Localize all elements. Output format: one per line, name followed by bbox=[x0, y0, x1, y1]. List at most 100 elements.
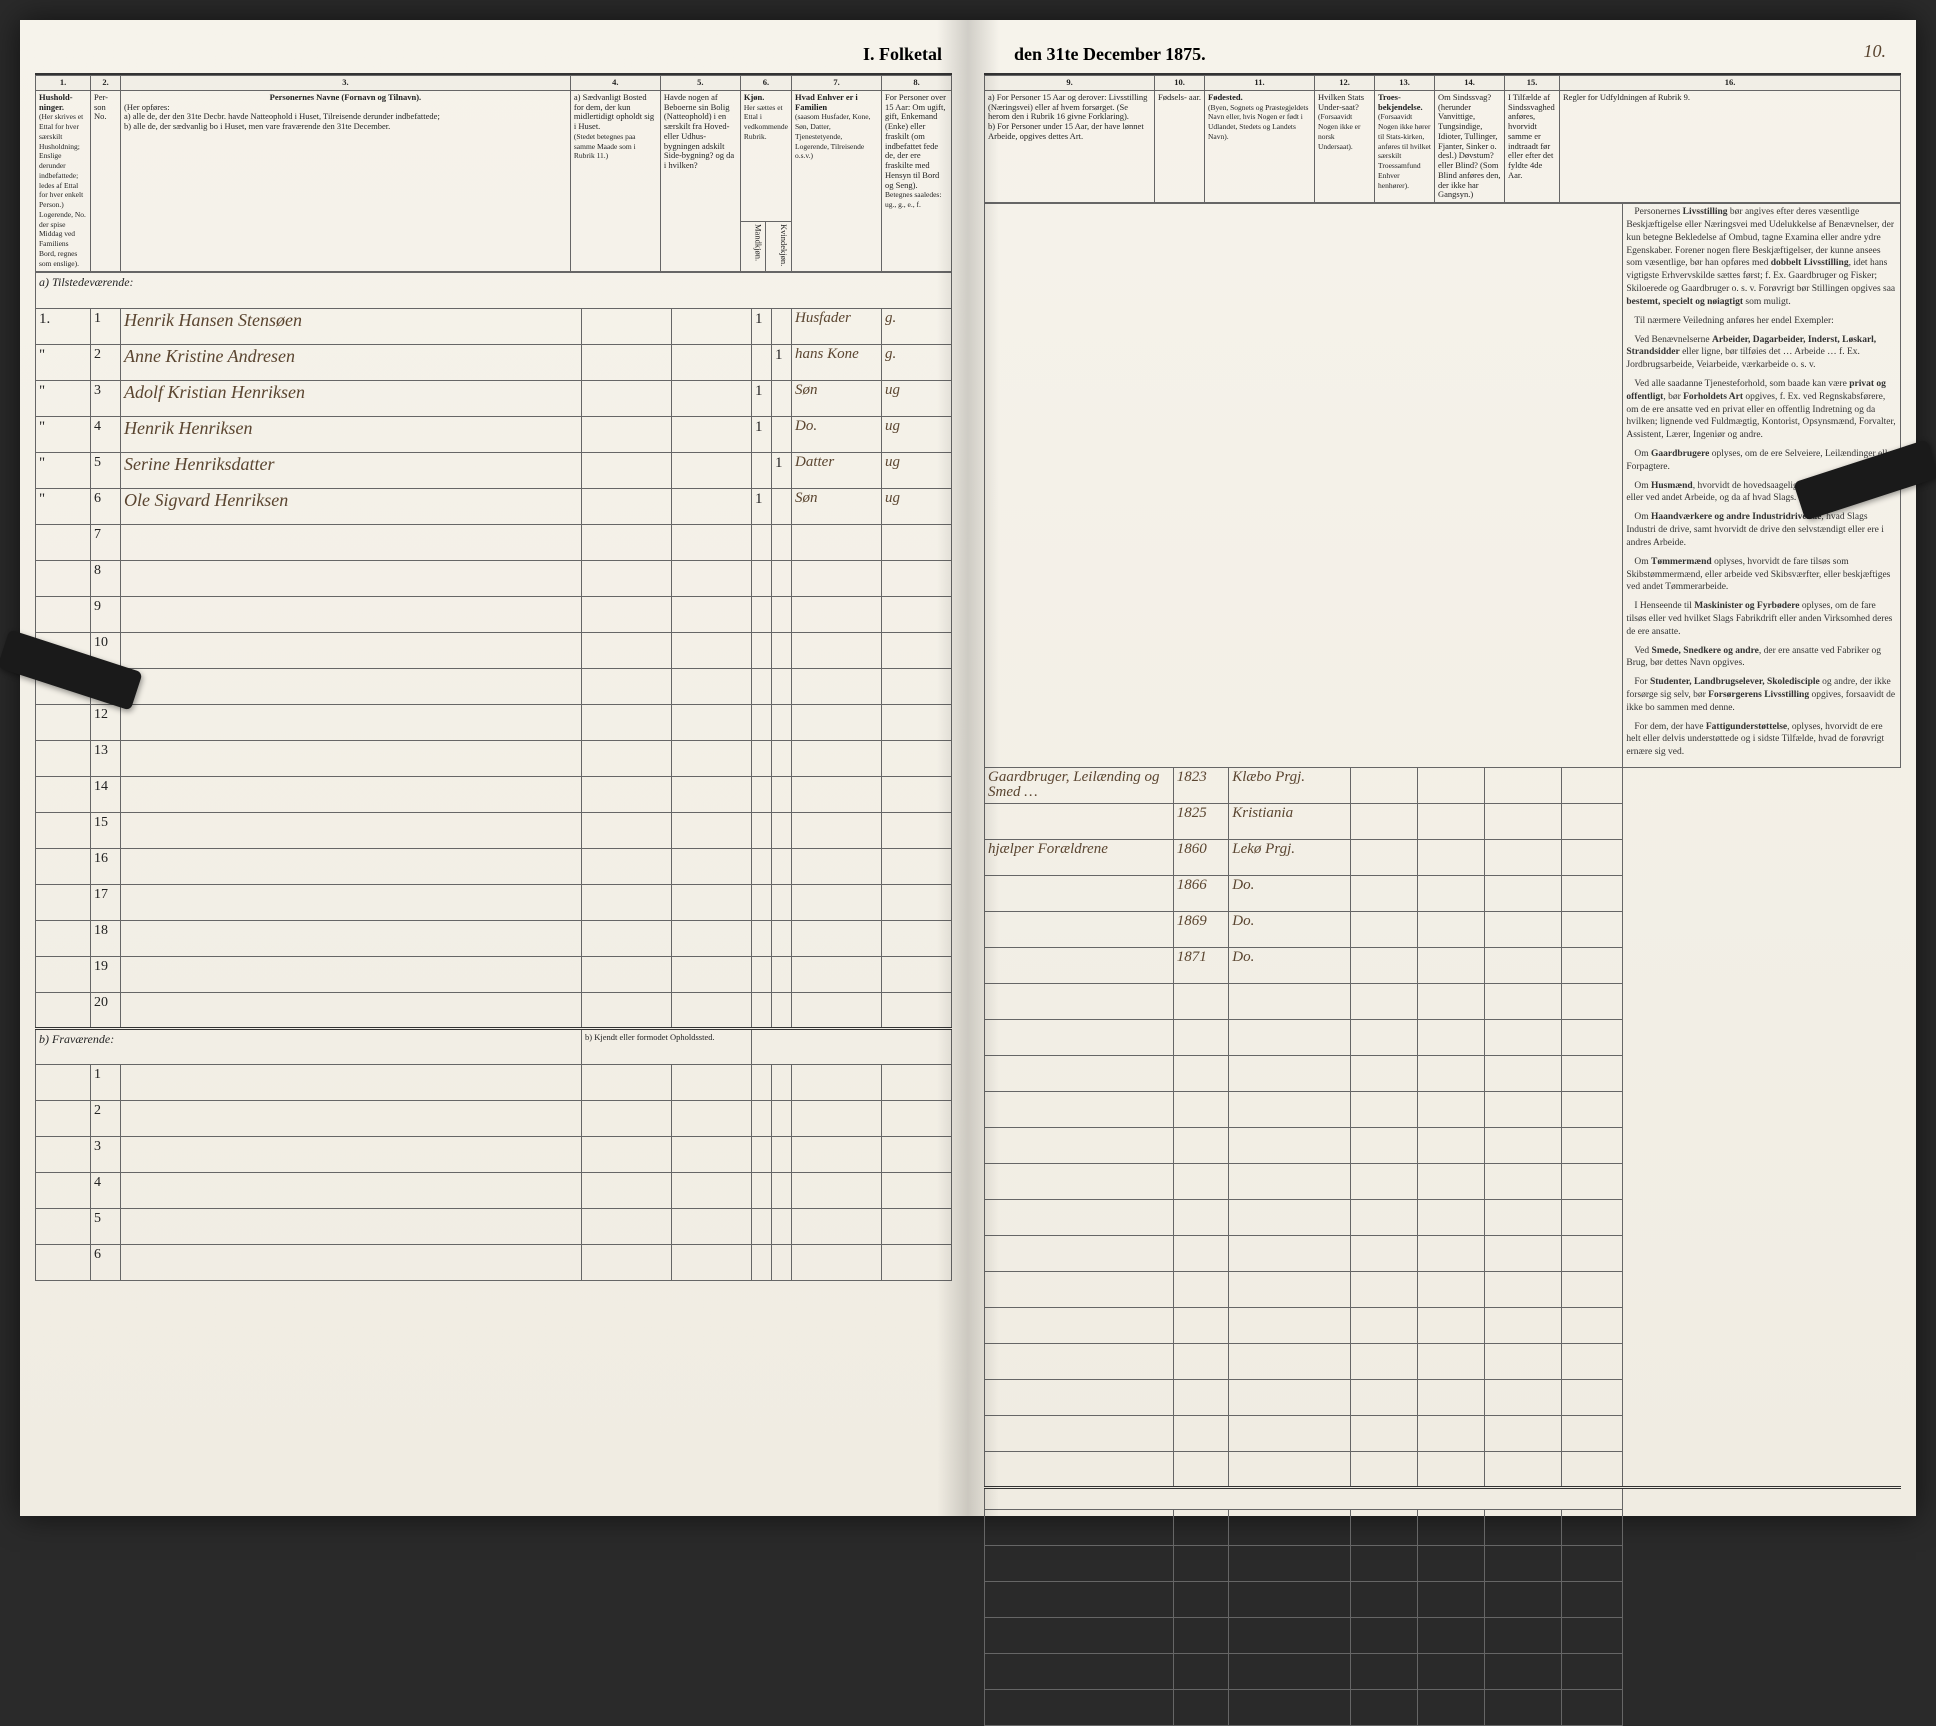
h6f: Kvindekjøn. bbox=[766, 221, 792, 271]
h4: a) Sædvanligt Bosted for dem, der kun mi… bbox=[570, 90, 660, 271]
h3: Personernes Navne (Fornavn og Tilnavn). … bbox=[121, 90, 571, 271]
title-right-text: den 31te December 1875. bbox=[1014, 44, 1206, 64]
col15-num: 15. bbox=[1505, 76, 1560, 91]
table-row: "2Anne Kristine Andresen1hans Koneg. bbox=[36, 344, 952, 380]
table-row: 1.1Henrik Hansen Stensøen1Husfaderg. bbox=[36, 308, 952, 344]
data-table-left: a) Tilstedeværende: 1.1Henrik Hansen Ste… bbox=[35, 272, 952, 1281]
table-row-blank: 18 bbox=[36, 920, 952, 956]
table-row-blank bbox=[985, 1416, 1901, 1452]
table-row-blank: 4 bbox=[36, 1172, 952, 1208]
h15: I Tilfælde af Sindssvaghed anføres, hvor… bbox=[1505, 90, 1560, 202]
table-row-blank: 9 bbox=[36, 596, 952, 632]
table-row-blank bbox=[985, 1582, 1901, 1618]
table-row-blank: 1 bbox=[36, 1064, 952, 1100]
table-row-blank: 2 bbox=[36, 1100, 952, 1136]
h14: Om Sindssvag? (herunder Vanvittige, Tung… bbox=[1435, 90, 1505, 202]
title-left: I. Folketal bbox=[35, 40, 952, 75]
table-row-blank: 3 bbox=[36, 1136, 952, 1172]
col2-num: 2. bbox=[91, 76, 121, 91]
table-row: hjælper Forældrene1860Lekø Prgj. bbox=[985, 840, 1901, 876]
data-table-right: Personernes Livsstilling bør angives eft… bbox=[984, 203, 1901, 1726]
col5-num: 5. bbox=[660, 76, 740, 91]
table-row-blank: 16 bbox=[36, 848, 952, 884]
table-row-blank: 13 bbox=[36, 740, 952, 776]
table-row-blank bbox=[985, 1056, 1901, 1092]
col13-num: 13. bbox=[1375, 76, 1435, 91]
h10: Fødsels- aar. bbox=[1155, 90, 1205, 202]
table-row: Gaardbruger, Leilænding og Smed …1823Klæ… bbox=[985, 768, 1901, 804]
census-ledger-spread: I. Folketal 1. 2. 3. 4. 5. 6. 7. 8. Hush… bbox=[20, 20, 1916, 1516]
table-row-blank bbox=[985, 1128, 1901, 1164]
table-row: "4Henrik Henriksen1Do.ug bbox=[36, 416, 952, 452]
col6-num: 6. bbox=[740, 76, 791, 91]
h9: a) For Personer 15 Aar og derover: Livss… bbox=[985, 90, 1155, 202]
table-row-blank bbox=[985, 1308, 1901, 1344]
h8: For Personer over 15 Aar: Om ugift, gift… bbox=[882, 90, 952, 271]
section-a-label: a) Tilstedeværende: bbox=[36, 272, 952, 308]
table-row: 1825Kristiania bbox=[985, 804, 1901, 840]
col14-num: 14. bbox=[1435, 76, 1505, 91]
table-row: 1866Do. bbox=[985, 876, 1901, 912]
section-b-col4: b) Kjendt eller formodet Opholdssted. bbox=[582, 1028, 752, 1064]
header-table-right: 9. 10. 11. 12. 13. 14. 15. 16. a) For Pe… bbox=[984, 75, 1901, 203]
table-row-blank: 17 bbox=[36, 884, 952, 920]
h1: Hushold- ninger. (Her skrives et Ettal f… bbox=[36, 90, 91, 271]
table-row-blank: 14 bbox=[36, 776, 952, 812]
table-row-blank bbox=[985, 1344, 1901, 1380]
table-row-blank: 6 bbox=[36, 1244, 952, 1280]
table-row-blank: 20 bbox=[36, 992, 952, 1028]
table-row-blank: 11 bbox=[36, 668, 952, 704]
table-row-blank bbox=[985, 1690, 1901, 1726]
page-number: 10. bbox=[1864, 42, 1887, 60]
table-row-blank bbox=[985, 1380, 1901, 1416]
h6m: Mandkjøn. bbox=[740, 221, 766, 271]
table-row-blank bbox=[985, 1200, 1901, 1236]
h2: Per- son No. bbox=[91, 90, 121, 271]
col3-num: 3. bbox=[121, 76, 571, 91]
h7: Hvad Enhver er i Familien (saasom Husfad… bbox=[792, 90, 882, 271]
section-b-label: b) Fraværende: bbox=[36, 1028, 582, 1064]
col1-num: 1. bbox=[36, 76, 91, 91]
header-table-left: 1. 2. 3. 4. 5. 6. 7. 8. Hushold- ninger.… bbox=[35, 75, 952, 272]
right-page: 10. den 31te December 1875. 9. 10. 11. 1… bbox=[969, 20, 1916, 1516]
col16-num: 16. bbox=[1560, 76, 1901, 91]
col7-num: 7. bbox=[792, 76, 882, 91]
h13: Troes-bekjendelse. (Forsaavidt Nogen ikk… bbox=[1375, 90, 1435, 202]
table-row-blank bbox=[985, 1272, 1901, 1308]
table-row: "3Adolf Kristian Henriksen1Sønug bbox=[36, 380, 952, 416]
col8-num: 8. bbox=[882, 76, 952, 91]
table-row-blank: 19 bbox=[36, 956, 952, 992]
table-row-blank: 10 bbox=[36, 632, 952, 668]
title-right: den 31te December 1875. bbox=[984, 40, 1901, 75]
table-row: 1871Do. bbox=[985, 948, 1901, 984]
col11-num: 11. bbox=[1205, 76, 1315, 91]
table-row-blank bbox=[985, 1618, 1901, 1654]
table-row-blank bbox=[985, 1546, 1901, 1582]
table-row-blank bbox=[985, 1020, 1901, 1056]
table-row-blank bbox=[985, 1236, 1901, 1272]
title-left-text: I. Folketal bbox=[863, 44, 942, 64]
table-row-blank bbox=[985, 1510, 1901, 1546]
table-row: "5Serine Henriksdatter1Datterug bbox=[36, 452, 952, 488]
h6a: Kjøn. Her sættes et Ettal i vedkommende … bbox=[740, 90, 791, 221]
table-row-blank bbox=[985, 1164, 1901, 1200]
col9-num: 9. bbox=[985, 76, 1155, 91]
table-row-blank: 12 bbox=[36, 704, 952, 740]
table-row-blank bbox=[985, 1092, 1901, 1128]
table-row-blank bbox=[985, 1654, 1901, 1690]
h11: Fødested. (Byen, Sognets og Præstegjelde… bbox=[1205, 90, 1315, 202]
table-row: 1869Do. bbox=[985, 912, 1901, 948]
table-row-blank bbox=[985, 984, 1901, 1020]
table-row-blank: 15 bbox=[36, 812, 952, 848]
table-row-blank: 8 bbox=[36, 560, 952, 596]
table-row-blank: 7 bbox=[36, 524, 952, 560]
h5: Havde nogen af Beboerne sin Bolig (Natte… bbox=[660, 90, 740, 271]
col12-num: 12. bbox=[1315, 76, 1375, 91]
left-page: I. Folketal 1. 2. 3. 4. 5. 6. 7. 8. Hush… bbox=[20, 20, 969, 1516]
col10-num: 10. bbox=[1155, 76, 1205, 91]
h16: Regler for Udfyldningen af Rubrik 9. bbox=[1560, 90, 1901, 202]
h12: Hvilken Stats Under-saat? (Forsaavidt No… bbox=[1315, 90, 1375, 202]
table-row-blank bbox=[985, 1452, 1901, 1488]
table-row-blank: 5 bbox=[36, 1208, 952, 1244]
table-row: "6Ole Sigvard Henriksen1Sønug bbox=[36, 488, 952, 524]
